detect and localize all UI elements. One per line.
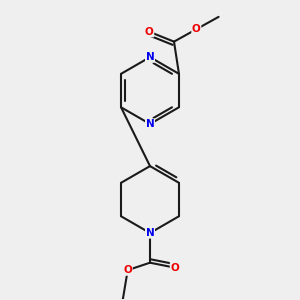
Text: O: O <box>192 24 201 34</box>
Text: O: O <box>123 265 132 275</box>
Text: N: N <box>146 52 154 62</box>
Text: O: O <box>170 263 179 273</box>
Text: N: N <box>146 228 154 238</box>
Text: N: N <box>146 119 154 129</box>
Text: O: O <box>145 27 154 37</box>
